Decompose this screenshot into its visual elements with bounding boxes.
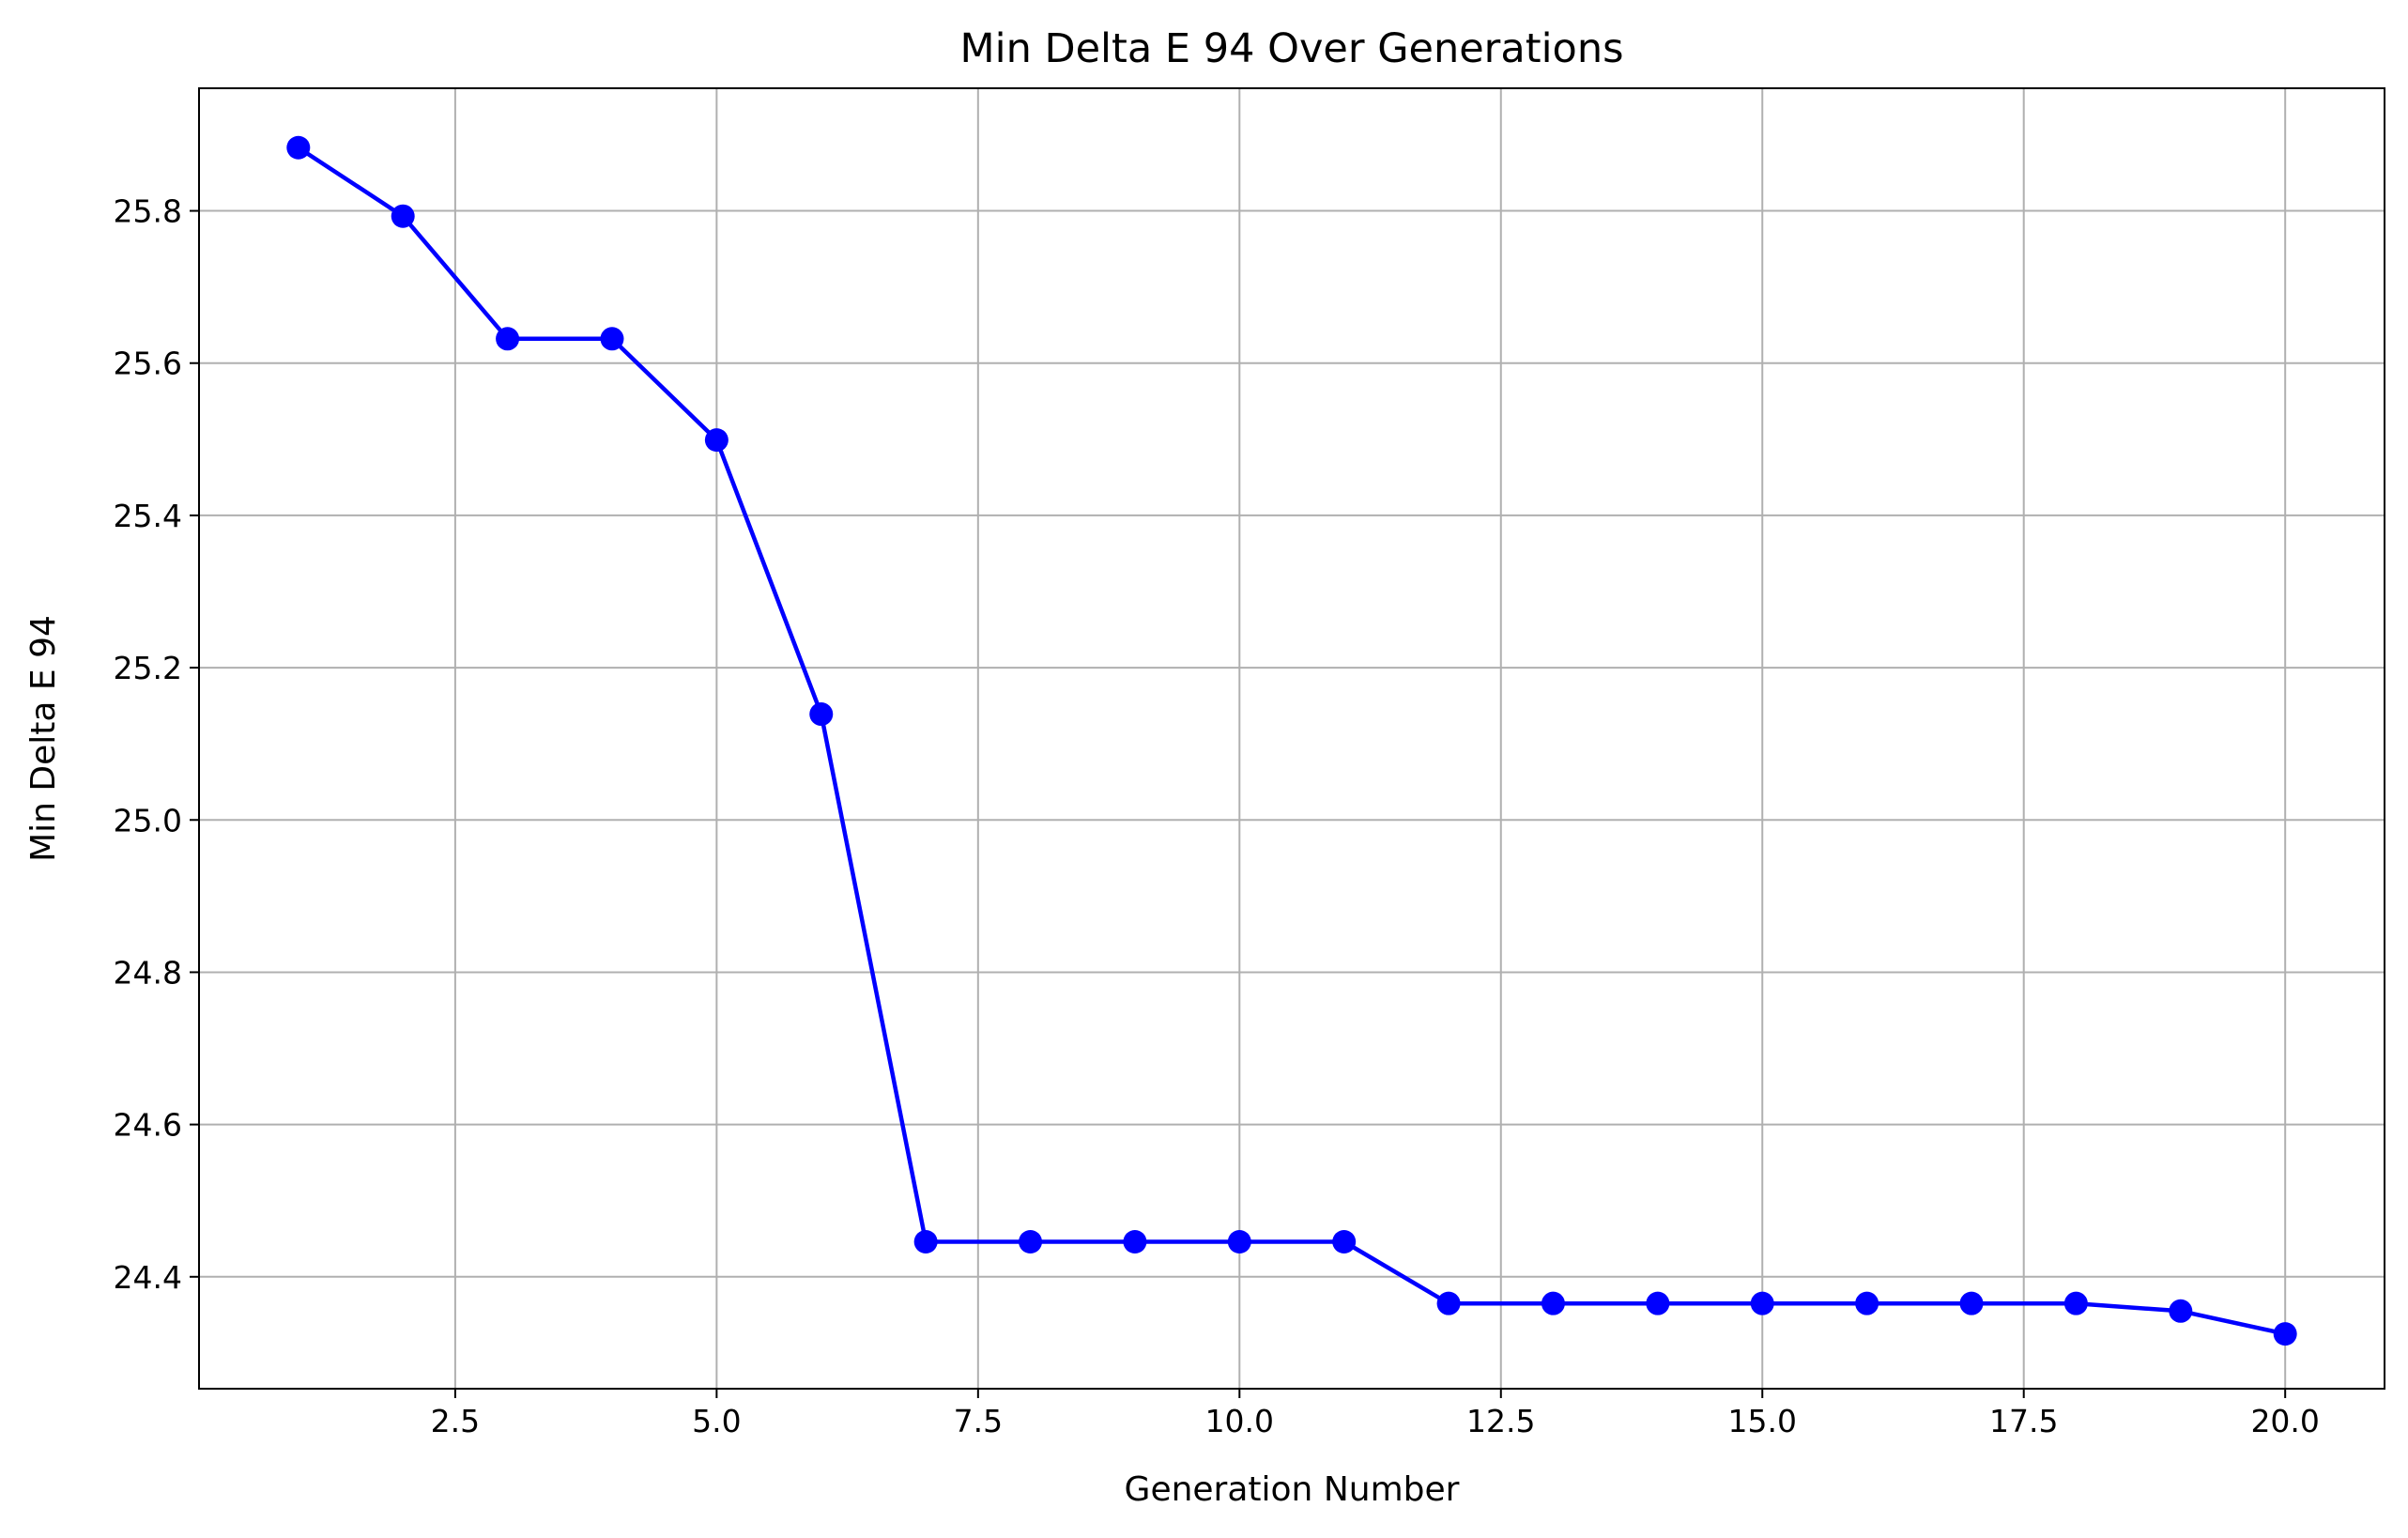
y-tick-label: 25.8: [114, 193, 182, 230]
axis-ticks: 2.5 5.0 7.5 10.0 12.5 15.0 17.5 20.0 24.4 24.6 24.…: [114, 193, 2320, 1439]
x-tick-label: 17.5: [1989, 1403, 2058, 1439]
data-point: [496, 327, 520, 351]
data-point: [1541, 1291, 1565, 1315]
data-point: [1019, 1229, 1043, 1253]
grid: [199, 88, 2385, 1389]
x-tick-label: 7.5: [954, 1403, 1003, 1439]
y-tick-label: 25.6: [114, 346, 182, 382]
data-point: [1646, 1291, 1670, 1315]
data-point: [1959, 1291, 1984, 1315]
data-point: [1123, 1229, 1147, 1253]
data-point: [704, 428, 729, 453]
data-point: [600, 327, 624, 351]
y-tick-label: 24.8: [114, 954, 182, 991]
data-point: [1332, 1229, 1357, 1253]
data-point: [809, 702, 834, 727]
y-tick-label: 24.4: [114, 1259, 182, 1296]
data-point: [391, 204, 415, 228]
x-tick-label: 12.5: [1466, 1403, 1535, 1439]
series-line: [297, 146, 2286, 1336]
plot-area-frame: [198, 87, 2385, 1390]
x-tick-label: 2.5: [431, 1403, 480, 1439]
x-axis-title: Generation Number: [1125, 1470, 1460, 1509]
y-tick-label: 25.0: [114, 802, 182, 838]
data-point: [2169, 1299, 2193, 1323]
data-point: [1227, 1229, 1251, 1253]
series-group: [286, 135, 2297, 1346]
x-tick-label: 5.0: [692, 1403, 741, 1439]
data-point: [1855, 1291, 1879, 1315]
x-tick-label: 15.0: [1728, 1403, 1797, 1439]
data-point: [1436, 1291, 1461, 1315]
y-axis-title: Min Delta E 94: [24, 615, 63, 862]
data-point: [2063, 1291, 2088, 1315]
data-point: [2273, 1322, 2297, 1346]
x-tick-label: 20.0: [2250, 1403, 2319, 1439]
chart-title: Min Delta E 94 Over Generations: [960, 25, 1624, 72]
data-point: [286, 135, 311, 160]
data-point: [1750, 1291, 1774, 1315]
data-point: [913, 1229, 938, 1253]
y-tick-label: 25.4: [114, 498, 182, 534]
y-tick-label: 24.6: [114, 1107, 182, 1144]
x-tick-label: 10.0: [1205, 1403, 1274, 1439]
y-tick-label: 25.2: [114, 650, 182, 686]
